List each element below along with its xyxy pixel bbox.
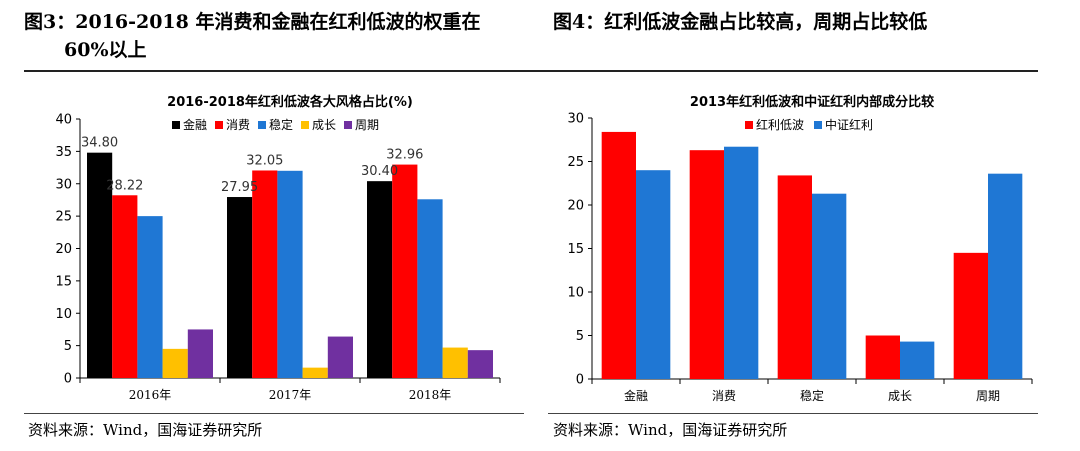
bar-3-3 [417,199,443,378]
y-tick-label: 15 [55,274,72,289]
bar-4-3 [442,347,468,378]
footer-rule-right [548,413,1038,414]
source-note-right: 资料来源：Wind，国海证券研究所 [553,421,788,439]
figure-3-title: 图3：2016-2018 年消费和金融在红利低波的权重在 60%以上 [24,10,524,63]
bar-1-1 [601,131,636,379]
legend-label: 金融 [183,117,207,132]
y-tick-label: 0 [576,373,584,388]
legend-swatch [814,121,822,129]
bar-5-1 [187,329,213,378]
header-rule [24,70,1038,72]
bar-3-1 [137,216,163,378]
legend-swatch [215,121,223,129]
x-category-label: 2017年 [269,388,312,402]
y-tick-label: 10 [567,286,584,301]
bar-4-1 [162,348,188,378]
y-tick-label: 30 [55,177,72,192]
y-tick-label: 35 [55,145,72,160]
data-label: 32.96 [386,148,423,163]
y-tick-label: 5 [576,329,584,344]
footer-rule-left [24,413,524,414]
source-note-left: 资料来源：Wind，国海证券研究所 [28,421,263,439]
bar-1-2 [227,197,253,378]
x-category-label: 周期 [976,389,1000,403]
bar-4-2 [302,367,328,378]
x-category-label: 稳定 [800,388,824,403]
data-label: 28.22 [106,178,143,193]
legend-swatch [258,121,266,129]
y-tick-label: 20 [567,199,584,214]
legend-label: 中证红利 [825,117,873,132]
legend-swatch [172,121,180,129]
x-category-label: 2018年 [409,388,452,402]
x-category-label: 成长 [888,389,912,403]
chart-title: 2016-2018年红利低波各大风格占比(%) [167,94,413,110]
y-tick-label: 30 [567,112,584,127]
bar-2-2 [252,170,278,378]
legend-label: 消费 [226,118,250,132]
legend-swatch [301,121,309,129]
chart-title: 2013年红利低波和中证红利内部成分比较 [690,94,934,110]
data-label: 27.95 [221,180,258,195]
legend-swatch [344,121,352,129]
bar-2-3 [812,193,847,379]
legend-swatch [745,121,753,129]
bar-2-4 [900,341,935,379]
figure-3-title-line1: 图3：2016-2018 年消费和金融在红利低波的权重在 [24,11,481,33]
x-category-label: 消费 [712,389,736,403]
bar-1-5 [953,252,988,379]
bar-5-2 [327,336,353,378]
bar-1-3 [367,181,393,378]
figure-4-title: 图4：红利低波金融占比较高，周期占比较低 [553,11,928,33]
bar-1-1 [87,152,113,378]
bar-2-1 [636,170,671,379]
bar-3-2 [277,170,303,378]
bar-2-1 [112,195,138,378]
figure-3-title-line2: 60%以上 [64,39,147,61]
bar-1-4 [865,335,900,379]
y-tick-label: 15 [567,242,584,257]
bar-5-3 [467,350,493,378]
bar-1-3 [777,175,812,379]
legend-label: 红利低波 [756,117,804,132]
data-label: 30.40 [361,164,398,179]
bar-1-2 [689,150,724,379]
bar-2-5 [988,173,1023,379]
y-tick-label: 20 [55,242,72,257]
bar-2-2 [724,146,759,379]
y-tick-label: 0 [64,372,72,387]
data-label: 32.05 [246,153,283,168]
y-tick-label: 5 [64,339,72,354]
legend-label: 成长 [312,118,336,132]
y-tick-label: 25 [567,155,584,170]
legend-label: 稳定 [269,117,293,132]
y-tick-label: 40 [55,113,72,128]
y-tick-label: 25 [55,210,72,225]
y-tick-label: 10 [55,307,72,322]
x-category-label: 2016年 [129,388,172,402]
x-category-label: 金融 [624,388,648,403]
bar-2-3 [392,164,418,378]
data-label: 34.80 [81,136,118,151]
legend-label: 周期 [355,118,379,132]
